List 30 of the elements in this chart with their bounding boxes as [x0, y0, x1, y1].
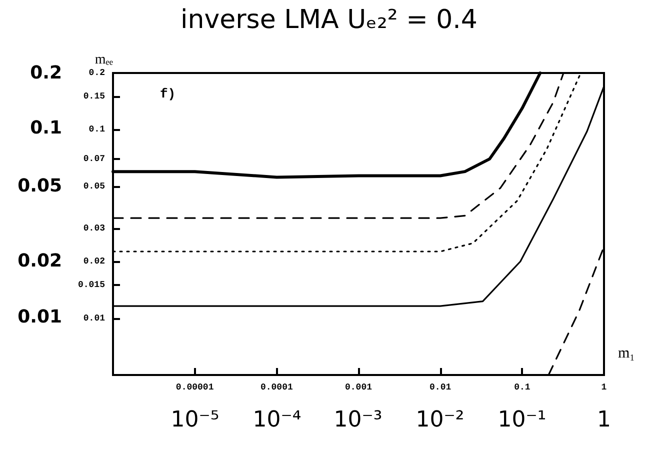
text: 0.2 [30, 62, 62, 84]
y-tick-label: 0.01 [83, 313, 106, 324]
x-tick-label: 0.00001 [176, 382, 214, 392]
text: 0.05 [18, 176, 62, 196]
text: 10⁻¹ [498, 408, 546, 432]
chart-title: inverse LMA Uₑ₂² = 0.4 [180, 5, 478, 35]
annotation: f) [160, 86, 176, 102]
y-tick-label: 0.1 [88, 124, 106, 135]
y-axis-title: mₑₑ [94, 52, 114, 68]
text: 0.01 [18, 306, 62, 328]
text: 10⁻² [416, 408, 464, 432]
y-tick-label: 0.15 [83, 92, 105, 102]
y-tick-label: 0.015 [78, 280, 105, 290]
text: 10⁻⁵ [170, 408, 220, 432]
text: 0.02 [18, 250, 62, 272]
y-tick-label: 0.07 [83, 154, 105, 164]
y-tick-label: 0.02 [83, 256, 105, 267]
x-tick-label: 0.0001 [260, 382, 294, 392]
x-axis-title: m₁ [618, 346, 635, 362]
x-tick-label: 0.1 [514, 382, 531, 392]
text: 0.1 [30, 118, 62, 138]
x-tick-label: 1 [601, 382, 608, 392]
x-tick-label: 0.01 [430, 382, 452, 392]
y-tick-label: 0.2 [88, 68, 105, 78]
text: 10⁻³ [334, 408, 382, 432]
y-tick-label: 0.03 [83, 223, 105, 234]
x-tick-label: 0.001 [344, 382, 373, 392]
text: 10⁻⁴ [252, 408, 302, 432]
y-tick-label: 0.05 [83, 181, 105, 192]
text: 1 [597, 408, 611, 432]
